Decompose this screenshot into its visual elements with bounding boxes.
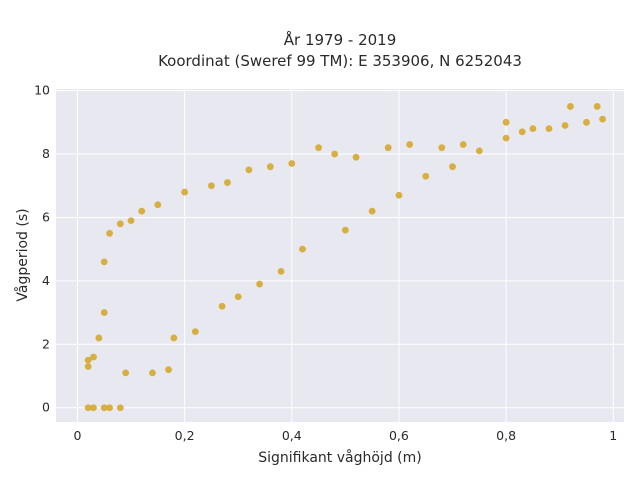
chart-subtitle: Koordinat (Sweref 99 TM): E 353906, N 62… [158, 52, 522, 70]
grid-lines [56, 89, 624, 422]
x-axis-title: Signifikant våghöjd (m) [258, 449, 421, 466]
data-point [106, 229, 113, 237]
data-point [181, 188, 189, 196]
x-tick-label: 0,2 [175, 428, 195, 443]
data-point [116, 404, 124, 412]
data-point [561, 122, 569, 129]
data-point [395, 191, 403, 199]
data-point [95, 334, 103, 342]
data-point [299, 245, 306, 253]
y-tick-label: 6 [42, 209, 50, 224]
data-point [288, 160, 296, 167]
data-point [315, 144, 322, 152]
data-point [384, 144, 392, 152]
data-point [583, 118, 590, 126]
data-point [422, 172, 430, 180]
data-point [406, 141, 414, 148]
data-point [84, 356, 92, 364]
data-point [352, 153, 360, 161]
data-point [245, 166, 253, 174]
data-point [90, 353, 97, 361]
data-point [449, 163, 456, 171]
data-point [341, 226, 349, 234]
data-point [207, 182, 215, 190]
data-point [122, 369, 130, 377]
data-point [266, 163, 274, 171]
y-tick-label: 2 [42, 336, 50, 351]
data-point [518, 128, 526, 136]
data-point [593, 103, 601, 110]
data-point [545, 125, 553, 133]
plot-area [56, 89, 624, 422]
data-point [256, 280, 264, 288]
data-point [234, 293, 242, 301]
data-point [191, 328, 199, 336]
data-point [529, 125, 537, 133]
data-point [502, 134, 510, 142]
x-tick-label: 0,6 [389, 428, 409, 443]
y-tick-label: 10 [34, 83, 50, 98]
data-point [100, 404, 108, 412]
y-tick-label: 4 [42, 273, 50, 288]
data-point [438, 144, 446, 152]
x-tick-label: 0 [73, 428, 81, 443]
data-point [100, 309, 108, 316]
data-point [84, 404, 92, 412]
data-point [100, 258, 108, 266]
data-point [106, 404, 113, 412]
x-tick-label: 0,4 [282, 428, 302, 443]
data-point [154, 201, 162, 209]
x-tick-label: 0,8 [496, 428, 516, 443]
y-tick-label: 8 [42, 146, 50, 161]
data-point [127, 217, 135, 225]
data-point [567, 103, 574, 110]
data-point [170, 334, 178, 342]
data-point [599, 115, 606, 123]
y-axis-title: Vågperiod (s) [14, 208, 31, 301]
data-point [331, 150, 339, 158]
data-point [502, 118, 510, 126]
data-point [90, 404, 97, 412]
y-tick-label: 0 [42, 400, 50, 415]
data-point [138, 207, 146, 215]
chart-title: År 1979 - 2019 [284, 30, 397, 49]
x-tick-label: 1 [609, 428, 617, 443]
data-point [277, 267, 285, 275]
data-point [165, 366, 172, 374]
data-point [475, 147, 483, 155]
data-point [224, 179, 231, 186]
data-point [368, 207, 376, 215]
data-point [149, 369, 156, 377]
data-point [84, 363, 92, 370]
data-point [459, 141, 467, 148]
data-points [84, 103, 606, 412]
data-point [116, 220, 124, 228]
data-point [218, 302, 226, 310]
